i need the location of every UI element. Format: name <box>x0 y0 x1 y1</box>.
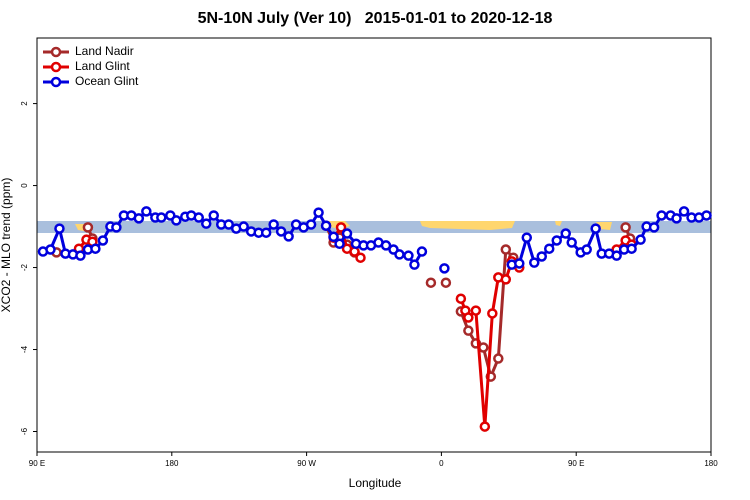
data-point <box>439 263 450 274</box>
data-point <box>394 249 405 260</box>
x-tick-label: 90 W <box>297 459 316 468</box>
data-point <box>193 212 205 223</box>
x-tick-label: 90 E <box>568 459 584 468</box>
data-point <box>479 421 491 432</box>
data-point <box>648 222 660 233</box>
x-axis-label: Longitude <box>349 476 402 490</box>
data-point <box>487 308 498 319</box>
y-tick-label: -4 <box>20 345 29 353</box>
data-point <box>380 240 392 251</box>
data-point <box>341 228 353 239</box>
legend-label: Land Glint <box>75 59 130 73</box>
data-point <box>223 219 234 230</box>
y-tick-label: -6 <box>20 427 29 435</box>
data-point <box>478 342 489 353</box>
data-point <box>320 220 332 231</box>
x-tick-label: 180 <box>165 459 179 468</box>
data-point <box>313 207 324 218</box>
data-point <box>90 243 101 254</box>
data-point <box>355 252 366 263</box>
data-point <box>536 251 548 262</box>
x-tick-label: 90 E <box>29 459 45 468</box>
data-point <box>500 244 512 255</box>
legend-label: Land Nadir <box>75 44 134 58</box>
data-point <box>268 219 279 230</box>
data-point <box>521 232 533 243</box>
data-point <box>335 222 347 233</box>
data-point <box>141 206 152 217</box>
data-point <box>45 244 56 255</box>
data-point <box>97 235 109 246</box>
data-point <box>463 325 474 336</box>
legend-marker <box>50 61 62 73</box>
data-point <box>671 213 682 224</box>
data-point <box>260 227 272 238</box>
data-point <box>551 235 562 246</box>
data-point <box>208 210 219 221</box>
chart-title: 5N-10N July (Ver 10) 2015-01-01 to 2020-… <box>198 10 553 27</box>
data-point <box>75 250 86 261</box>
x-tick-label: 180 <box>704 459 718 468</box>
data-point <box>334 238 345 250</box>
data-point <box>500 274 512 285</box>
y-axis-label: XCO2 - MLO trend (ppm) <box>0 178 13 313</box>
data-point <box>678 206 690 217</box>
data-point <box>543 243 555 254</box>
y-tick-label: 2 <box>20 101 29 106</box>
y-tick-label: -2 <box>20 263 29 271</box>
data-point <box>560 228 571 239</box>
data-point <box>328 231 339 243</box>
data-point <box>283 231 294 242</box>
legend-label: Ocean Glint <box>75 74 139 88</box>
data-point <box>425 277 437 288</box>
data-point <box>156 212 167 223</box>
data-point <box>620 222 631 233</box>
plot-frame <box>36 37 712 453</box>
data-point <box>635 234 646 245</box>
data-point <box>455 293 467 304</box>
data-point <box>133 213 145 224</box>
data-point <box>409 259 420 270</box>
data-point <box>111 222 122 233</box>
data-point <box>463 312 474 323</box>
data-point <box>656 210 667 221</box>
data-point <box>566 237 577 248</box>
data-point <box>305 219 317 230</box>
data-point <box>470 305 482 316</box>
data-point <box>171 215 182 226</box>
legend-marker <box>50 76 62 88</box>
data-point <box>493 353 504 364</box>
data-point <box>238 221 249 232</box>
data-point <box>440 277 452 288</box>
data-point <box>611 250 622 261</box>
data-point <box>200 218 212 229</box>
data-point <box>403 250 414 261</box>
data-point <box>82 222 94 233</box>
data-point <box>275 226 287 237</box>
y-tick-label: 0 <box>20 183 29 188</box>
x-tick-label: 0 <box>439 459 444 468</box>
data-point <box>529 257 540 268</box>
data-point <box>581 244 592 255</box>
data-point <box>514 258 525 269</box>
data-point <box>701 210 712 221</box>
data-point <box>626 243 637 254</box>
data-point <box>416 246 428 257</box>
legend-marker <box>50 46 62 58</box>
data-point <box>54 223 65 234</box>
data-point <box>590 223 601 234</box>
